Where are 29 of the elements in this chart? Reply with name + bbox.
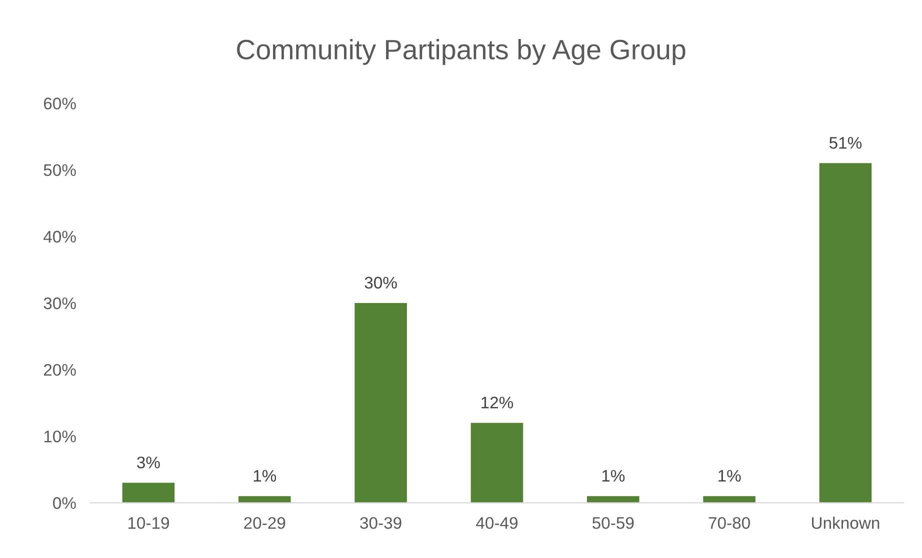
- data-label: 12%: [482, 396, 514, 408]
- y-tick-label: 50%: [44, 164, 76, 176]
- bar: [354, 302, 407, 503]
- x-tick-label: 50-59: [592, 517, 634, 529]
- y-tick-label: 40%: [43, 230, 76, 243]
- x-tick-label: Unknown: [812, 516, 880, 529]
- y-tick-label: 0%: [53, 497, 76, 509]
- y-tick-label: 20%: [44, 364, 76, 376]
- x-tick-label: 10-19: [128, 517, 169, 529]
- data-label: 1%: [718, 470, 741, 482]
- y-tick-label: 30%: [44, 297, 76, 310]
- bar: [703, 496, 756, 503]
- chart-title: Community Partipants by Age Group: [237, 39, 686, 65]
- x-tick-label: 20-29: [244, 517, 286, 529]
- y-tick-label: 10%: [44, 430, 76, 442]
- bar: [238, 496, 291, 503]
- bar: [586, 496, 640, 503]
- data-label: 51%: [829, 137, 862, 149]
- data-label: 1%: [254, 470, 276, 482]
- x-tick-label: 70-80: [708, 517, 750, 529]
- data-label: 30%: [364, 276, 397, 289]
- y-tick-label: 60%: [44, 98, 76, 110]
- data-label: 1%: [602, 470, 625, 482]
- bar: [122, 482, 175, 503]
- bar: [819, 163, 872, 503]
- bar: [470, 422, 524, 503]
- x-tick-label: 40-49: [476, 517, 518, 529]
- x-tick-label: 30-39: [360, 517, 402, 529]
- data-label: 3%: [137, 456, 160, 468]
